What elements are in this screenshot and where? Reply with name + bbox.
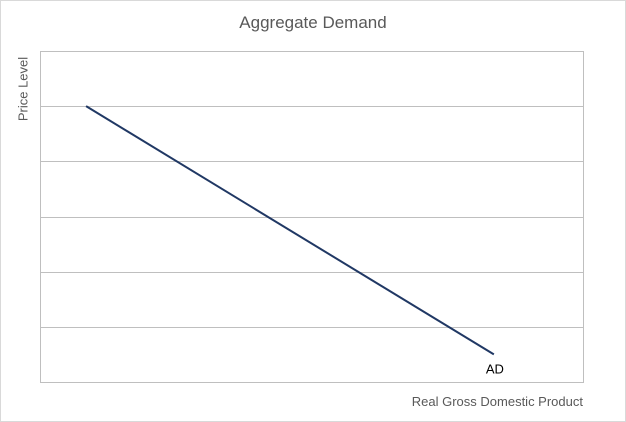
series-labels: AD [486, 361, 504, 376]
series-line-ad [85, 105, 495, 356]
x-axis-label: Real Gross Domestic Product [411, 394, 583, 409]
series-label-ad: AD [486, 361, 504, 376]
series-group [85, 105, 495, 356]
chart-title: Aggregate Demand [239, 13, 387, 32]
gridlines [41, 106, 584, 328]
